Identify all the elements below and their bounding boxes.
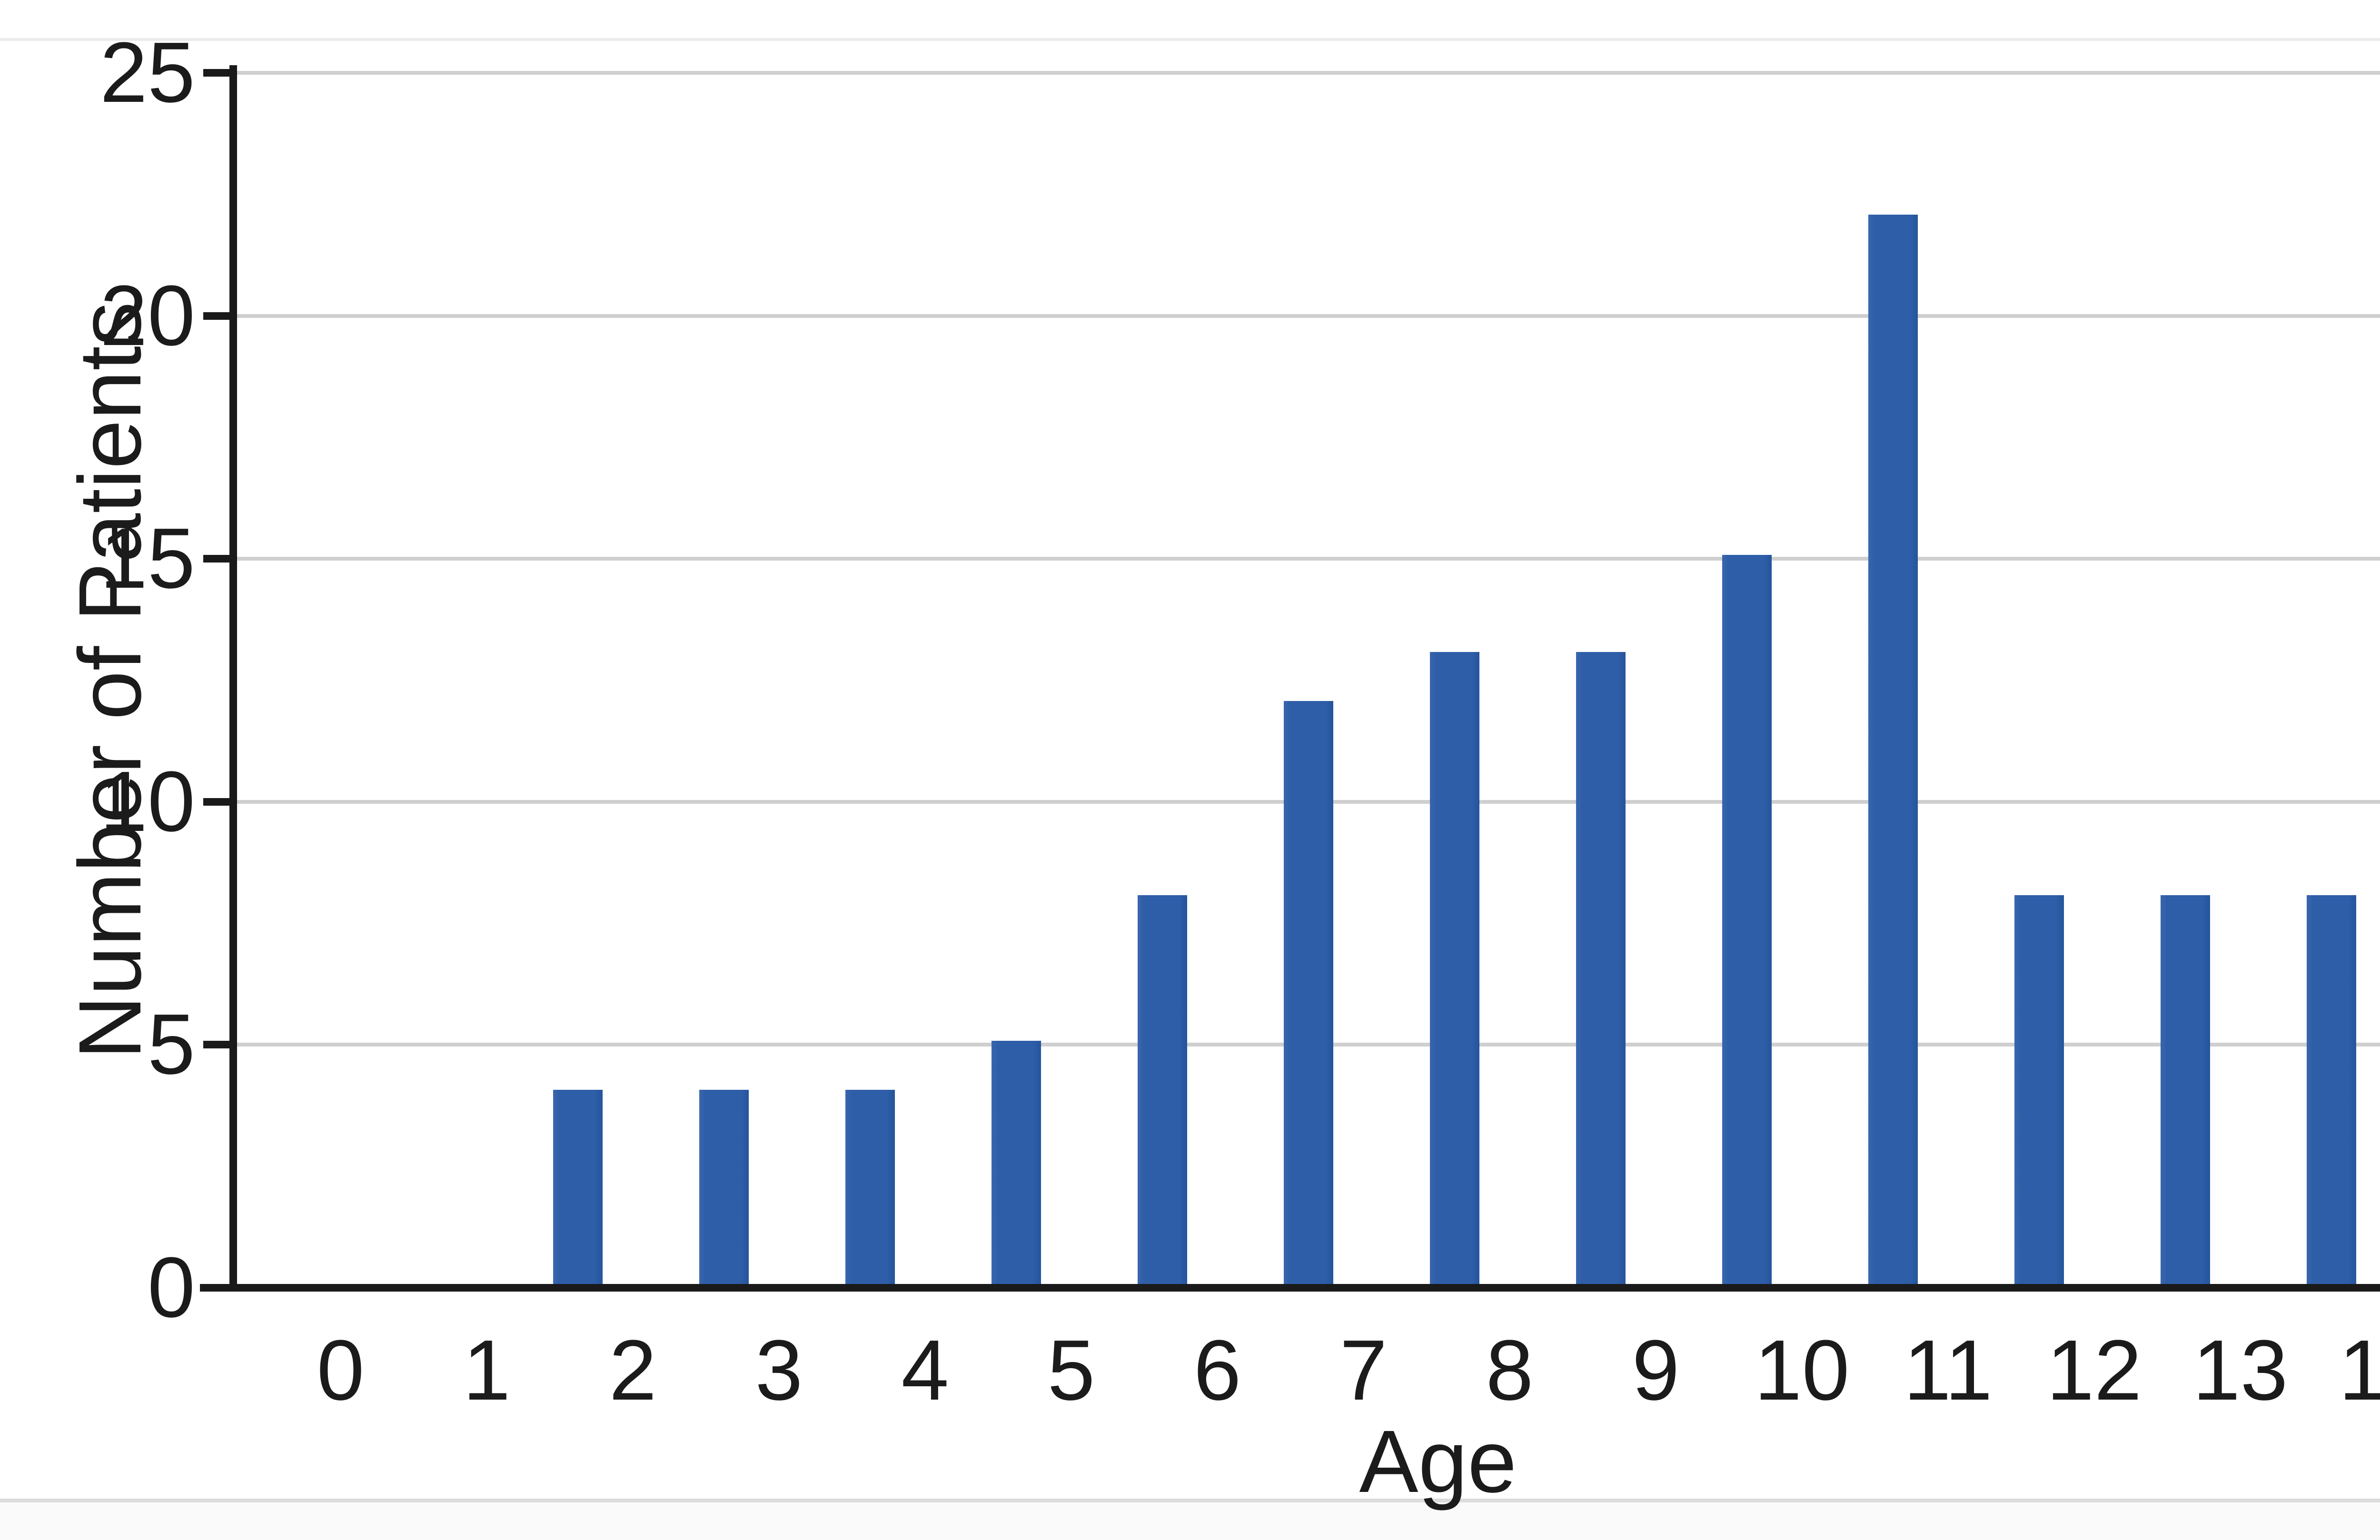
x-tick-label-1: 1	[463, 1323, 511, 1418]
y-tick-label-0: 0	[147, 1240, 195, 1335]
x-tick-label-8: 8	[1486, 1323, 1534, 1418]
bar-age-0	[553, 1089, 603, 1284]
x-axis-line	[200, 1284, 2380, 1292]
bar-age-3	[991, 1041, 1041, 1284]
bar-age-10	[2014, 895, 2064, 1284]
bar-age-9	[1868, 215, 1918, 1284]
gridline-y-25	[237, 71, 2380, 75]
y-tick-25	[203, 69, 229, 77]
figure-top-border	[0, 38, 2380, 41]
x-tick-label-0: 0	[317, 1323, 365, 1418]
bar-age-1	[699, 1089, 749, 1284]
x-tick-label-7: 7	[1339, 1323, 1388, 1418]
y-tick-15	[203, 555, 229, 563]
y-tick-10	[203, 798, 229, 806]
bar-age-7	[1576, 652, 1626, 1284]
y-axis-title: Number of Patients	[61, 301, 159, 1060]
figure-bottom-margin	[0, 1502, 2380, 1540]
x-tick-label-11: 11	[1904, 1323, 1993, 1418]
x-tick-label-12: 12	[2046, 1323, 2142, 1418]
y-tick-label-15: 15	[99, 511, 195, 607]
y-tick-label-20: 20	[99, 267, 195, 364]
plot-area	[237, 69, 2380, 1284]
bar-age-2	[845, 1089, 895, 1284]
y-tick-label-25: 25	[99, 25, 195, 120]
y-tick-5	[203, 1041, 229, 1049]
x-tick-label-5: 5	[1047, 1323, 1095, 1418]
x-tick-label-4: 4	[901, 1323, 949, 1418]
y-tick-label-5: 5	[147, 997, 195, 1093]
gridline-y-20	[237, 314, 2380, 318]
x-axis-title: Age	[1359, 1412, 1517, 1511]
x-tick-label-3: 3	[755, 1323, 803, 1418]
bar-age-8	[1722, 555, 1772, 1284]
x-tick-label-6: 6	[1193, 1323, 1241, 1418]
y-tick-20	[203, 312, 229, 320]
y-tick-label-10: 10	[99, 753, 195, 849]
gridline-y-15	[237, 557, 2380, 561]
x-tick-label-14: 14	[2339, 1323, 2380, 1418]
x-tick-label-2: 2	[609, 1323, 657, 1418]
bar-age-11	[2160, 895, 2210, 1284]
y-axis-line	[229, 65, 237, 1292]
bar-age-5	[1283, 701, 1333, 1284]
bar-age-4	[1137, 895, 1187, 1284]
bar-age-6	[1429, 652, 1479, 1284]
figure-bottom-border	[0, 1499, 2380, 1502]
bar-age-12	[2306, 895, 2356, 1284]
x-tick-label-13: 13	[2192, 1323, 2288, 1418]
x-tick-label-9: 9	[1632, 1323, 1680, 1418]
x-tick-label-10: 10	[1754, 1323, 1850, 1418]
